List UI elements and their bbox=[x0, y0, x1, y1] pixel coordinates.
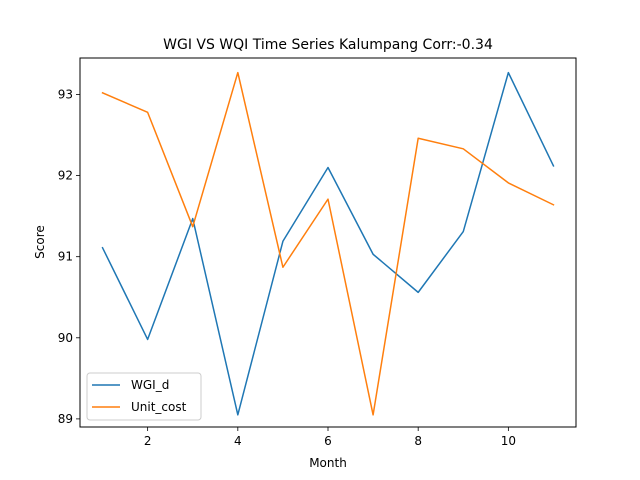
x-tick-label: 4 bbox=[234, 434, 242, 448]
y-axis-label: Score bbox=[33, 225, 47, 259]
legend-label-unit-cost: Unit_cost bbox=[131, 400, 187, 414]
series-line-wgi-d bbox=[101, 71, 555, 416]
x-tick-label: 2 bbox=[144, 434, 152, 448]
y-tick-label: 90 bbox=[58, 331, 73, 345]
y-tick-label: 91 bbox=[58, 250, 73, 264]
legend-label-wgi-d: WGI_d bbox=[131, 378, 169, 392]
x-axis: 2 4 6 8 10 bbox=[144, 427, 516, 448]
y-tick-label: 89 bbox=[58, 412, 73, 426]
x-tick-label: 8 bbox=[414, 434, 422, 448]
y-tick-label: 92 bbox=[58, 169, 73, 183]
series-layer bbox=[101, 71, 555, 416]
x-tick-label: 6 bbox=[324, 434, 332, 448]
x-axis-label: Month bbox=[309, 456, 347, 470]
chart-title: WGI VS WQI Time Series Kalumpang Corr:-0… bbox=[163, 37, 493, 53]
legend: WGI_d Unit_cost bbox=[86, 372, 202, 421]
y-axis: 89 90 91 92 93 bbox=[58, 87, 80, 426]
y-tick-label: 93 bbox=[58, 87, 73, 101]
x-tick-label: 10 bbox=[501, 434, 516, 448]
series-line-unit-cost bbox=[101, 71, 555, 416]
